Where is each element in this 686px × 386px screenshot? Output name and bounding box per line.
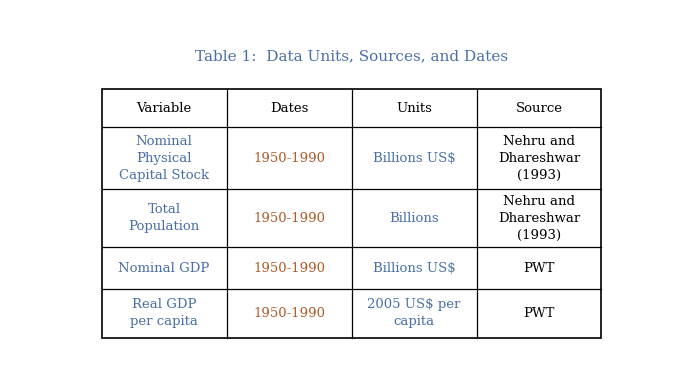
Text: Billions US$: Billions US$ <box>372 152 456 164</box>
Text: Billions US$: Billions US$ <box>372 262 456 274</box>
Text: 1950-1990: 1950-1990 <box>253 152 325 164</box>
Text: 1950-1990: 1950-1990 <box>253 262 325 274</box>
Bar <box>102 90 602 338</box>
Text: Nehru and
Dhareshwar
(1993): Nehru and Dhareshwar (1993) <box>498 195 580 242</box>
Text: Nominal
Physical
Capital Stock: Nominal Physical Capital Stock <box>119 135 209 181</box>
Text: PWT: PWT <box>523 306 555 320</box>
Text: Dates: Dates <box>270 102 308 115</box>
Text: PWT: PWT <box>523 262 555 274</box>
Text: Table 1:  Data Units, Sources, and Dates: Table 1: Data Units, Sources, and Dates <box>195 50 508 64</box>
Text: 1950-1990: 1950-1990 <box>253 212 325 225</box>
Text: Billions: Billions <box>389 212 439 225</box>
Text: Units: Units <box>396 102 432 115</box>
Text: 2005 US$ per
capita: 2005 US$ per capita <box>368 298 461 328</box>
Text: Real GDP
per capita: Real GDP per capita <box>130 298 198 328</box>
Text: Source: Source <box>515 102 563 115</box>
Text: Nehru and
Dhareshwar
(1993): Nehru and Dhareshwar (1993) <box>498 135 580 181</box>
Text: Nominal GDP: Nominal GDP <box>119 262 210 274</box>
Text: 1950-1990: 1950-1990 <box>253 306 325 320</box>
Text: Total
Population: Total Population <box>128 203 200 233</box>
Text: Variable: Variable <box>137 102 192 115</box>
